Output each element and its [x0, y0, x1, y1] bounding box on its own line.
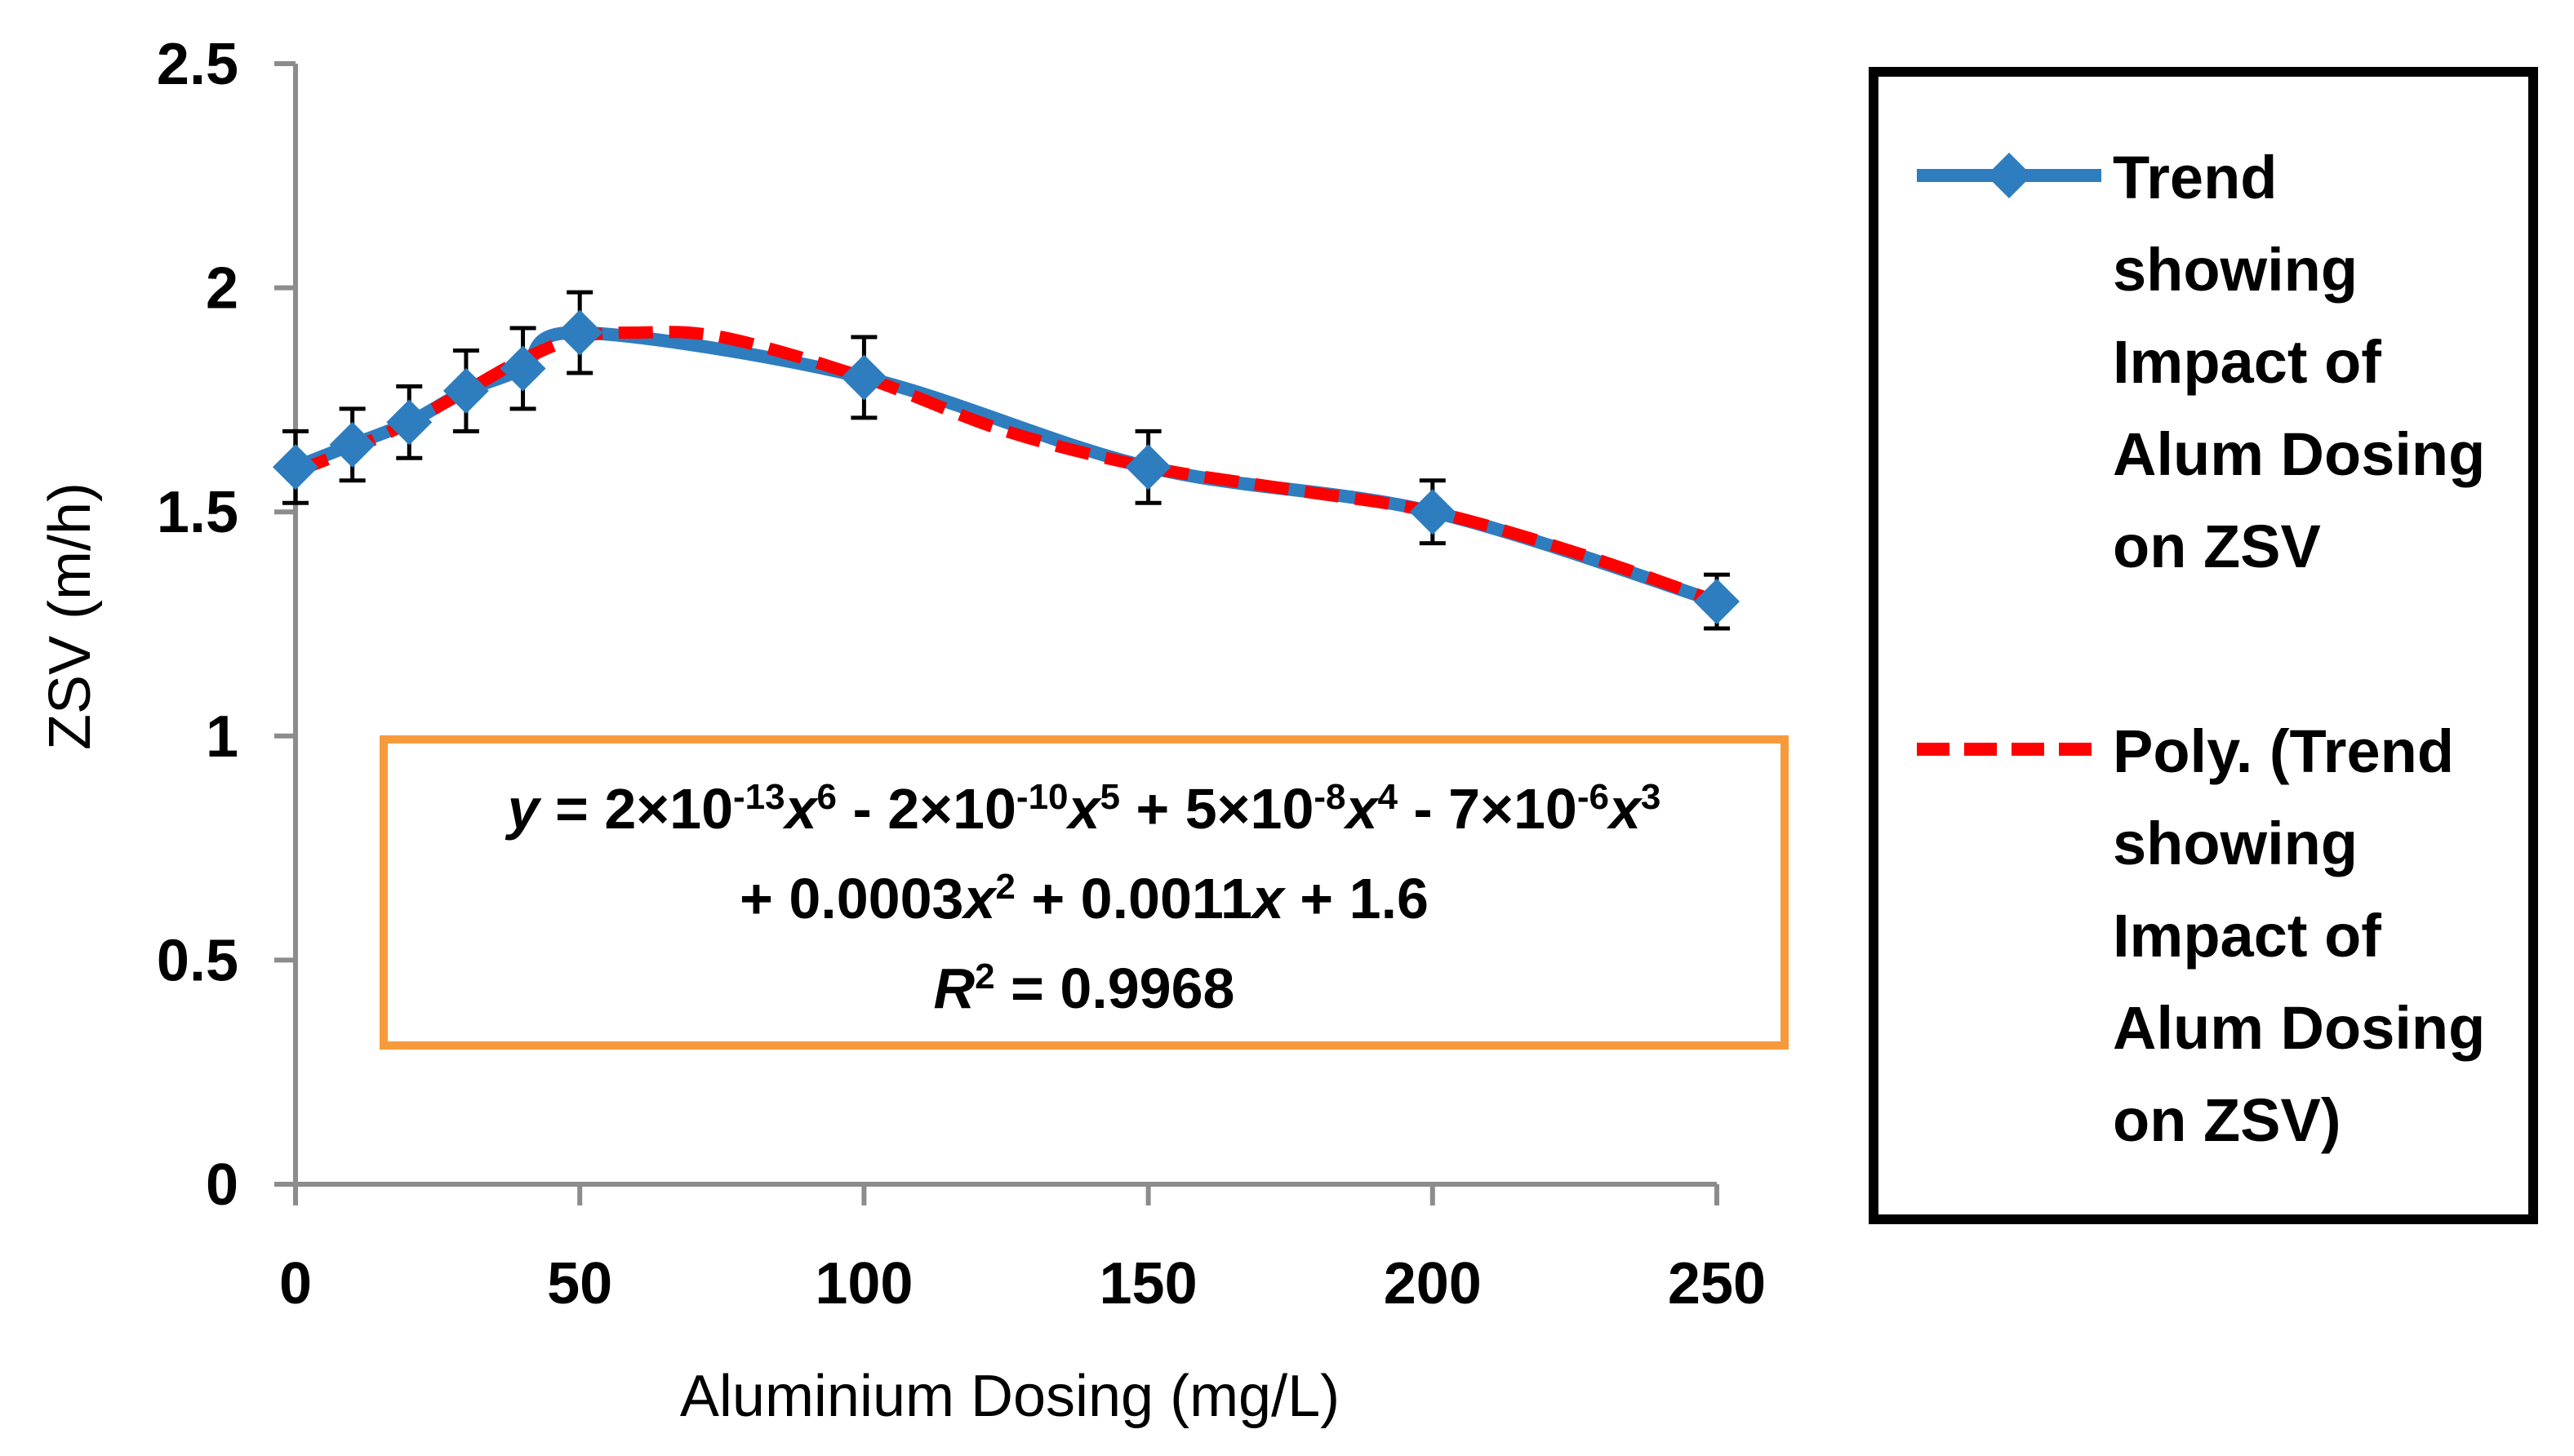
data-point-marker — [500, 345, 546, 392]
series-layer — [273, 290, 1740, 631]
equation-superscript: -8 — [1314, 777, 1345, 817]
x-tick-label: 0 — [279, 1251, 312, 1316]
x-tick-label: 100 — [815, 1251, 913, 1316]
equation-superscript: 3 — [1641, 777, 1660, 817]
equation-superscript: 2 — [995, 867, 1015, 907]
equation-line-1: y = 2×10-13x6 - 2×10-10x5 + 5×10-8x4 - 7… — [505, 777, 1661, 841]
equation-term: = 2×10 — [540, 777, 733, 841]
data-point-marker — [1409, 489, 1456, 535]
y-tick-label: 2.5 — [157, 32, 238, 97]
legend-entry-poly: Poly. (Trend showing Impact of Alum Dosi… — [1917, 717, 2502, 1154]
equation-term: x — [782, 777, 820, 841]
equation-term: = 0.9968 — [995, 957, 1235, 1020]
axes: 0 0.5 1 1.5 2 2.5 0 50 100 150 200 250 — [157, 32, 1766, 1316]
equation-term: + 0.0011 — [1016, 867, 1252, 930]
legend-border — [1869, 67, 2538, 1224]
equation-superscript: -6 — [1577, 777, 1609, 817]
x-axis-title: Aluminium Dosing (mg/L) — [680, 1364, 1340, 1429]
equation-term: - 7×10 — [1398, 777, 1577, 841]
equation-term: - 2×10 — [837, 777, 1016, 841]
equation-box-border — [380, 735, 1789, 1050]
equation-term: R — [934, 957, 976, 1020]
equation-superscript: 2 — [975, 957, 994, 997]
equation-term: x — [1065, 777, 1103, 841]
trendline-equation-box: y = 2×10-13x6 - 2×10-10x5 + 5×10-8x4 - 7… — [380, 735, 1789, 1050]
equation-term: x — [1343, 777, 1380, 841]
legend-label-poly: Poly. (Trend showing Impact of Alum Dosi… — [2113, 717, 2502, 1154]
data-point-marker — [1694, 579, 1740, 625]
x-tick-label: 200 — [1384, 1251, 1482, 1316]
data-point-marker — [442, 367, 489, 414]
x-tick-label: 150 — [1100, 1251, 1198, 1316]
equation-superscript: -13 — [733, 777, 785, 817]
equation-superscript: 6 — [817, 777, 837, 817]
data-point-marker — [386, 399, 433, 446]
equation-term: y — [505, 777, 542, 841]
equation-term: + 1.6 — [1284, 867, 1429, 930]
y-tick-label: 1 — [206, 704, 238, 770]
x-tick-label: 50 — [547, 1251, 612, 1316]
legend-swatch-trend-marker — [1986, 153, 2032, 198]
y-tick-label: 0 — [206, 1152, 238, 1218]
x-tick-label: 250 — [1668, 1251, 1766, 1316]
y-tick-label: 1.5 — [157, 480, 238, 545]
data-point-marker — [1125, 444, 1171, 491]
data-point-marker — [557, 309, 603, 356]
y-tick-label: 2 — [206, 256, 238, 322]
legend: Trend showing Impact of Alum Dosing on Z… — [1869, 67, 2538, 1224]
equation-superscript: -10 — [1016, 777, 1069, 817]
equation-term: x — [960, 867, 998, 930]
equation-term: x — [1606, 777, 1643, 841]
y-axis-title: ZSV (m/h) — [38, 482, 103, 750]
equation-superscript: 5 — [1100, 777, 1119, 817]
equation-superscript: 4 — [1377, 777, 1398, 817]
data-point-marker — [273, 444, 318, 491]
equation-line-2: + 0.0003x2 + 0.0011x + 1.6 — [740, 867, 1429, 931]
data-point-marker — [841, 354, 887, 401]
y-tick-label: 0.5 — [157, 928, 238, 993]
legend-label-trend: Trend showing Impact of Alum Dosing on Z… — [2113, 144, 2502, 580]
equation-term: + 5×10 — [1120, 777, 1314, 841]
legend-entry-trend: Trend showing Impact of Alum Dosing on Z… — [1917, 144, 2502, 580]
data-point-marker — [329, 421, 376, 468]
equation-term: x — [1249, 867, 1287, 930]
equation-line-3: R2 = 0.9968 — [934, 957, 1235, 1021]
equation-term: + 0.0003 — [740, 867, 963, 930]
